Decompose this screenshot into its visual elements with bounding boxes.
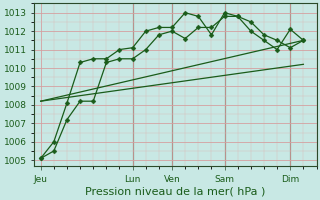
X-axis label: Pression niveau de la mer( hPa ): Pression niveau de la mer( hPa ) [85,187,266,197]
